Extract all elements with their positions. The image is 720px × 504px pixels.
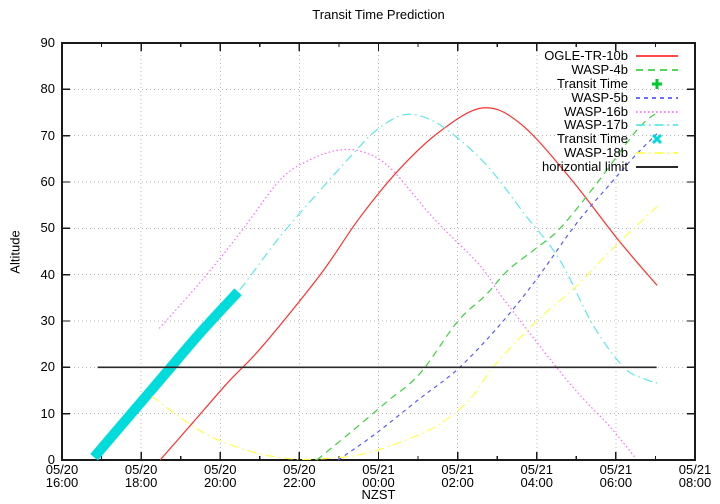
series-transit-time [90,288,242,461]
x-tick-label: 05/21 08:00 [672,463,718,489]
y-tick-label: 30 [40,313,55,328]
x-tick-label: 05/20 22:00 [276,463,322,489]
x-tick-date: 05/20 [283,462,316,477]
x-tick-time: 20:00 [203,475,237,490]
x-marker [651,134,663,145]
plus-marker-icon [652,78,662,89]
x-tick-label: 05/21 04:00 [514,463,560,489]
y-tick-label: 60 [40,174,55,189]
legend-row: Transit Time [556,75,680,91]
x-tick-time: 00:00 [362,475,395,490]
x-axis-title: NZST [361,487,396,502]
legend-label: OGLE-TR-10b [544,47,628,63]
y-tick-label: 90 [40,35,55,50]
legend-row: Transit Time [557,132,680,146]
x-tick-time: 16:00 [45,475,79,490]
legend-line-sample [636,68,678,71]
y-tick-label: 50 [40,220,55,236]
legend-row: WASP-16b [564,103,680,119]
x-tick-label: 05/20 18:00 [118,463,164,489]
x-tick-date: 05/20 [203,462,237,477]
series-wasp-17b [93,113,658,458]
series-wasp-5b [337,133,658,461]
legend-label: WASP-4b [571,61,628,77]
x-tick-date: 05/21 [520,462,554,477]
y-tick-label: 70 [40,127,55,143]
y-tick-label: 20 [40,359,55,375]
x-tick-label: 05/21 02:00 [435,463,481,489]
legend-row: OGLE-TR-10b [544,47,680,63]
x-tick-label: 05/20 20:00 [197,463,243,489]
y-tick-label: 80 [40,81,55,97]
x-tick-time: 18:00 [124,475,158,490]
x-tick-date: 05/21 [441,462,474,477]
x-tick-time: 08:00 [678,475,712,490]
x-tick-date: 05/20 [45,462,79,477]
legend-label: WASP-17b [564,117,628,133]
legend-row: WASP-17b [564,118,680,132]
series-ogle-tr-10b [159,107,658,461]
x-tick-time: 04:00 [520,475,554,490]
legend-line-sample [636,54,678,57]
x-tick-time: 02:00 [441,475,474,490]
x-tick-label: 05/21 00:00 [356,463,402,489]
legend-row: WASP-18b [564,146,680,160]
y-tick-label: 10 [40,405,55,421]
y-tick-label: 40 [40,266,55,282]
x-tick-label: 05/21 06:00 [593,463,639,489]
chart-title: Transit Time Prediction [312,7,445,22]
series-wasp-18b [151,206,658,460]
legend-line-sample [636,110,678,113]
legend-label: Transit Time [556,75,628,91]
x-tick-date: 05/21 [599,462,633,477]
legend-row: WASP-4b [571,61,680,77]
legend-line-sample [636,152,678,155]
legend-label: WASP-16b [564,103,628,119]
x-tick-label: 05/20 16:00 [39,463,85,489]
x-marker-icon [651,134,663,145]
x-tick-date: 05/21 [678,462,712,477]
legend-row: horizontial limit [542,160,680,174]
legend-row: WASP-5b [571,89,680,105]
legend-line-sample [636,96,678,99]
x-tick-date: 05/21 [362,462,395,477]
legend-label: Transit Time [556,131,628,147]
x-tick-time: 06:00 [599,475,633,490]
plot-border [61,42,696,461]
legend-label: horizontial limit [542,159,628,175]
series-wasp-4b [316,112,658,461]
legend-line-sample [636,124,678,127]
legend-label: WASP-18b [564,145,628,161]
x-tick-date: 05/20 [124,462,158,477]
legend-label: WASP-5b [571,89,628,105]
x-tick-time: 22:00 [283,475,316,490]
y-tick-label: 0 [47,452,55,467]
legend-line-sample [636,166,678,169]
